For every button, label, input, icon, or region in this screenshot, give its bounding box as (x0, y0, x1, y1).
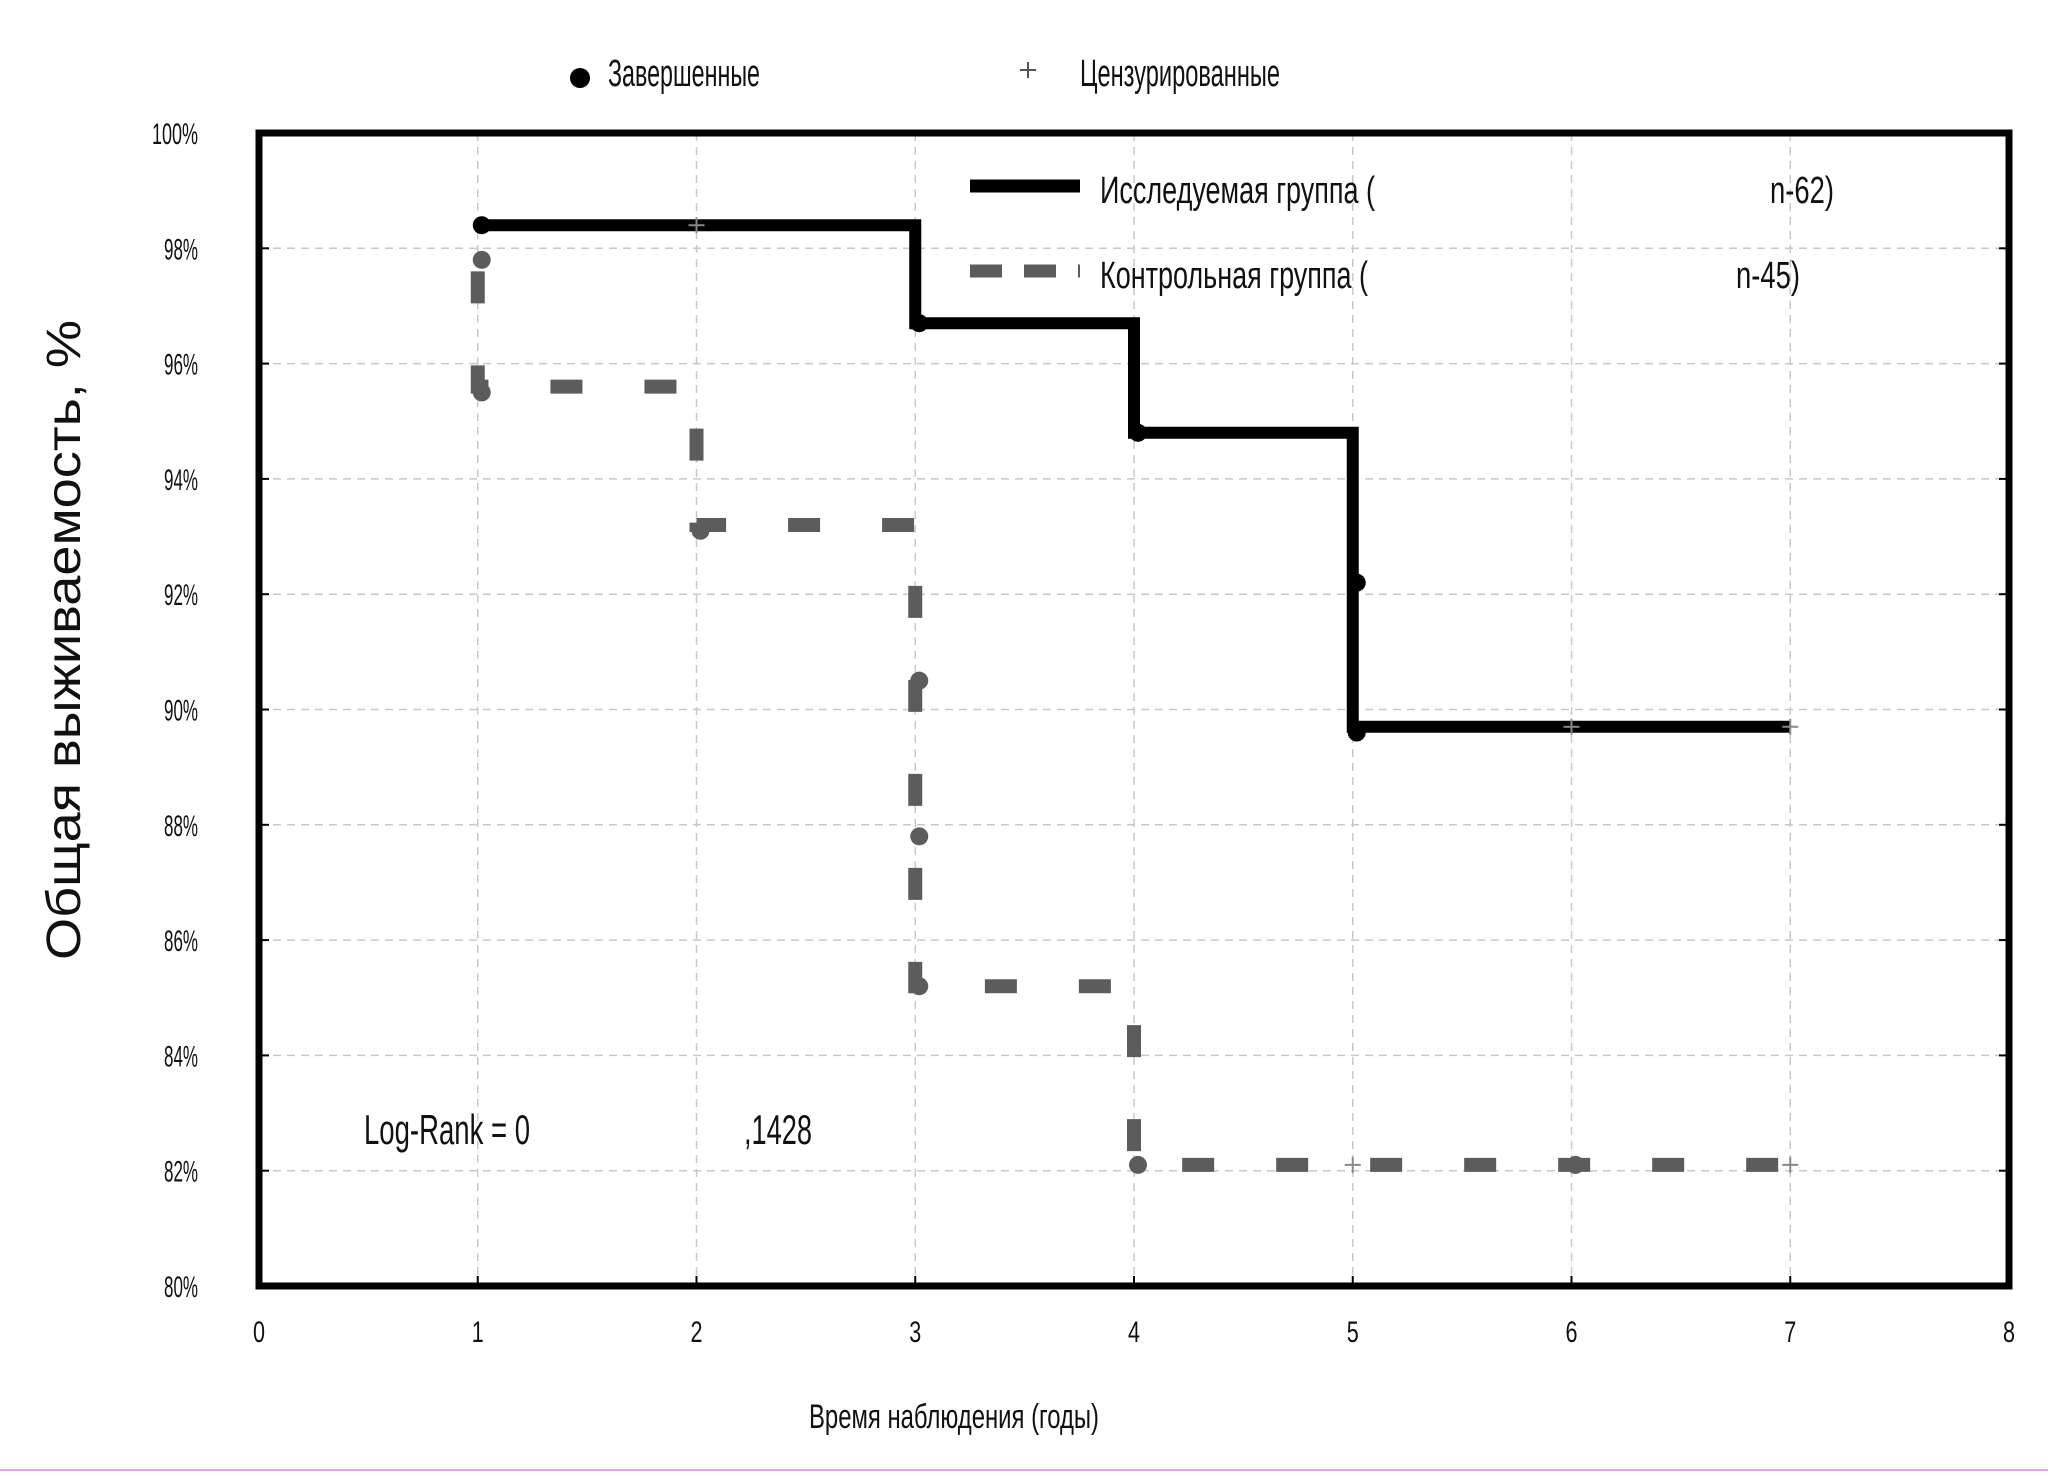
marker-legend: Завершенные Цензурированные (570, 53, 1280, 95)
study-completed-marker (910, 314, 929, 333)
y-tick-label: 94% (164, 464, 198, 497)
control-completed-marker (691, 521, 710, 540)
y-tick-label: 98% (164, 233, 198, 266)
control-censored-marker (1782, 1156, 1799, 1173)
y-tick-label: 96% (164, 349, 198, 382)
control-group-n-label: n-45) (1736, 255, 1800, 297)
control-completed-marker (910, 671, 929, 690)
study-completed-marker (1347, 723, 1366, 742)
log-rank-prefix: Log-Rank = 0 (364, 1106, 530, 1153)
study-group-n-label: n-62) (1770, 170, 1834, 212)
control-completed-marker (472, 383, 491, 402)
study-completed-marker (472, 216, 491, 235)
x-tick-label: 3 (909, 1316, 921, 1349)
x-axis-label: Время наблюдения (годы) (809, 1398, 1099, 1436)
y-tick-label: 86% (164, 925, 198, 958)
x-tick-label: 7 (1784, 1316, 1796, 1349)
completed-marker-icon (570, 68, 590, 88)
x-tick-label: 6 (1566, 1316, 1578, 1349)
y-tick-label: 100% (152, 118, 198, 151)
axis-ticks: 0 1 2 3 4 5 6 7 8 80% 82% 84% 86% 88% 90% 92% 94% 96% 98% 1… (152, 118, 2015, 1349)
x-tick-label: 5 (1347, 1316, 1359, 1349)
data-markers (472, 216, 1799, 1174)
control-completed-marker (1566, 1155, 1585, 1174)
x-tick-label: 2 (691, 1316, 703, 1349)
bottom-border (0, 1469, 2048, 1471)
completed-legend-label: Завершенные (608, 53, 760, 95)
control-group-line (470, 271, 1791, 1172)
study-group-line (477, 219, 1791, 733)
study-completed-marker (1347, 573, 1366, 592)
x-tick-label: 4 (1128, 1316, 1140, 1349)
x-tick-label: 0 (253, 1316, 265, 1349)
series-legend: Исследуемая группа ( n-62) Контрольная г… (970, 170, 1834, 297)
y-tick-label: 82% (164, 1156, 198, 1189)
y-tick-label: 92% (164, 579, 198, 612)
control-censored-marker (1344, 1156, 1361, 1173)
x-tick-label: 8 (2003, 1316, 2015, 1349)
control-completed-marker (1129, 1155, 1147, 1174)
control-completed-marker (910, 827, 929, 846)
study-group-legend-label: Исследуемая группа ( (1100, 170, 1375, 212)
control-completed-marker (910, 977, 929, 996)
y-tick-label: 80% (164, 1271, 198, 1304)
y-tick-label: 90% (164, 695, 198, 728)
study-censored-marker (1782, 718, 1799, 735)
y-tick-label: 84% (164, 1040, 198, 1073)
log-rank-value: ,1428 (744, 1106, 812, 1153)
study-censored-marker (688, 217, 705, 234)
y-tick-label: 88% (164, 810, 198, 843)
y-axis-label: Общая выживаемость, % (38, 320, 91, 960)
series-lines (470, 219, 1791, 1172)
censored-marker-icon (1020, 62, 1036, 78)
x-tick-label: 1 (472, 1316, 484, 1349)
study-censored-marker (1563, 718, 1580, 735)
control-group-legend-label: Контрольная группа ( (1100, 255, 1368, 297)
control-completed-marker (472, 250, 491, 269)
study-completed-marker (1129, 423, 1147, 442)
censored-legend-label: Цензурированные (1080, 53, 1280, 95)
